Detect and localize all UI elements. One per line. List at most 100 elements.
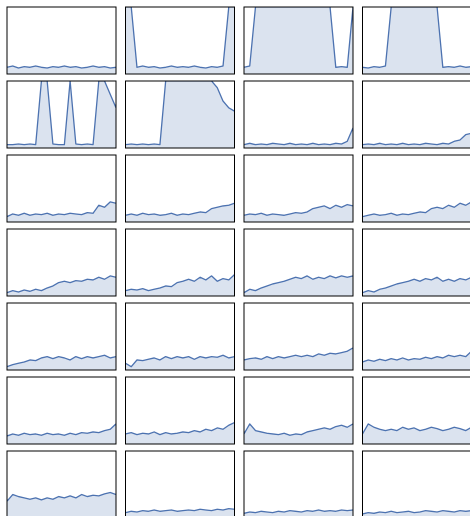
- line: [7, 81, 116, 146]
- panel-frame: [125, 228, 235, 297]
- line: [125, 7, 235, 69]
- panel-frame: [362, 80, 470, 149]
- panel: [244, 275, 353, 296]
- panel: [362, 202, 470, 222]
- area-fill: [7, 275, 116, 296]
- line: [7, 354, 116, 368]
- line: [125, 81, 235, 146]
- panel-frame: [243, 228, 354, 297]
- panel: [244, 203, 353, 222]
- panel-frame: [6, 80, 117, 149]
- line: [362, 7, 470, 69]
- panel-frame: [362, 376, 470, 445]
- panel-frame: [243, 80, 354, 149]
- line: [244, 275, 353, 294]
- panel: [362, 132, 470, 148]
- area-fill: [362, 202, 470, 222]
- line: [362, 351, 470, 363]
- area-fill: [244, 275, 353, 296]
- area-fill: [7, 81, 116, 148]
- panel: [7, 201, 116, 222]
- line: [7, 423, 116, 437]
- panel: [244, 127, 353, 148]
- line: [125, 421, 235, 436]
- panel-frame: [125, 6, 235, 75]
- panel: [362, 423, 470, 444]
- panel-frame: [243, 154, 354, 223]
- panel: [7, 275, 116, 296]
- panel: [7, 81, 116, 148]
- panel: [7, 354, 116, 370]
- area-fill: [7, 65, 116, 74]
- line: [7, 65, 116, 69]
- area-fill: [244, 127, 353, 148]
- panel-frame: [125, 154, 235, 223]
- area-fill: [362, 423, 470, 444]
- panel-frame: [125, 302, 235, 371]
- line: [244, 7, 353, 68]
- panel-frame: [362, 450, 470, 516]
- panel-frame: [6, 450, 117, 516]
- panel-frame: [362, 6, 470, 75]
- panel-frame: [6, 376, 117, 445]
- area-fill: [362, 7, 470, 74]
- line: [362, 132, 470, 146]
- area-fill: [7, 423, 116, 444]
- area-fill: [125, 81, 235, 148]
- panel-frame: [362, 228, 470, 297]
- line: [125, 274, 235, 292]
- panel-frame: [6, 228, 117, 297]
- panel-frame: [125, 450, 235, 516]
- panel: [125, 202, 235, 222]
- area-fill: [7, 201, 116, 222]
- line: [362, 202, 470, 218]
- area-fill: [125, 203, 235, 222]
- area-fill: [7, 355, 116, 370]
- panel-frame: [243, 6, 354, 75]
- area-fill: [362, 133, 470, 148]
- area-fill: [125, 274, 235, 296]
- panel-frame: [362, 302, 470, 371]
- panel-frame: [125, 80, 235, 149]
- panel: [362, 509, 470, 516]
- panel: [362, 351, 470, 370]
- line: [362, 423, 470, 435]
- panel: [362, 7, 470, 74]
- panel-frame: [6, 6, 117, 75]
- line: [362, 509, 470, 515]
- panel: [7, 491, 116, 516]
- line: [244, 347, 353, 361]
- line: [125, 354, 235, 368]
- panel: [125, 354, 235, 370]
- panel: [7, 423, 116, 444]
- panel: [362, 276, 470, 296]
- line: [7, 201, 116, 218]
- area-fill: [244, 347, 353, 370]
- area-fill: [244, 423, 353, 444]
- area-fill: [125, 422, 235, 444]
- line: [244, 423, 353, 436]
- line: [125, 507, 235, 514]
- area-fill: [125, 355, 235, 370]
- panel: [125, 421, 235, 444]
- panel-frame: [243, 302, 354, 371]
- panel: [244, 7, 353, 74]
- area-fill: [244, 7, 353, 74]
- panel-frame: [362, 154, 470, 223]
- panel-frame: [125, 376, 235, 445]
- panel: [125, 507, 235, 516]
- panel-frame: [6, 154, 117, 223]
- line: [7, 275, 116, 294]
- line: [125, 202, 235, 216]
- panel: [244, 509, 353, 516]
- line: [244, 127, 353, 146]
- panel-frame: [6, 302, 117, 371]
- panel: [244, 423, 353, 444]
- line: [244, 509, 353, 514]
- line: [244, 203, 353, 216]
- area-fill: [362, 277, 470, 296]
- panel: [244, 347, 353, 370]
- panel-frame: [243, 450, 354, 516]
- panel-frame: [243, 376, 354, 445]
